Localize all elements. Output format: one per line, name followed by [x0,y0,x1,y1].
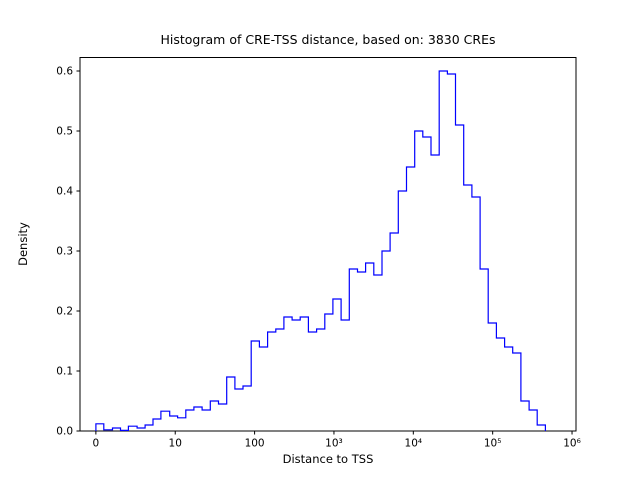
y-tick-label: 0.2 [56,306,73,318]
x-tick-label: 10⁴ [405,438,423,450]
y-tick-label: 0.6 [56,66,73,78]
x-tick-label: 10⁶ [563,438,581,450]
x-tick-label: 0 [93,438,100,450]
x-tick-label: 10 [169,438,182,450]
y-tick-label: 0.3 [56,246,73,258]
chart-title: Histogram of CRE-TSS distance, based on:… [161,32,496,47]
y-tick-label: 0.4 [56,186,73,198]
x-tick-label: 100 [245,438,265,450]
histogram-series [95,70,546,431]
x-tick-label: 10³ [325,438,343,450]
y-axis-ticks: 0.0 0.1 0.2 0.3 0.4 0.5 0.6 [56,66,80,438]
y-axis-label: Density [16,222,30,266]
y-tick-label: 0.1 [56,366,73,378]
plot-border [79,57,577,432]
histogram-step-line [95,70,546,431]
x-axis-ticks: 0 10 100 10³ 10⁴ 10⁵ 10⁶ [93,431,581,450]
x-tick-label: 10⁵ [484,438,502,450]
y-tick-label: 0.0 [56,426,73,438]
y-tick-label: 0.5 [56,126,73,138]
x-axis-label: Distance to TSS [283,452,374,466]
